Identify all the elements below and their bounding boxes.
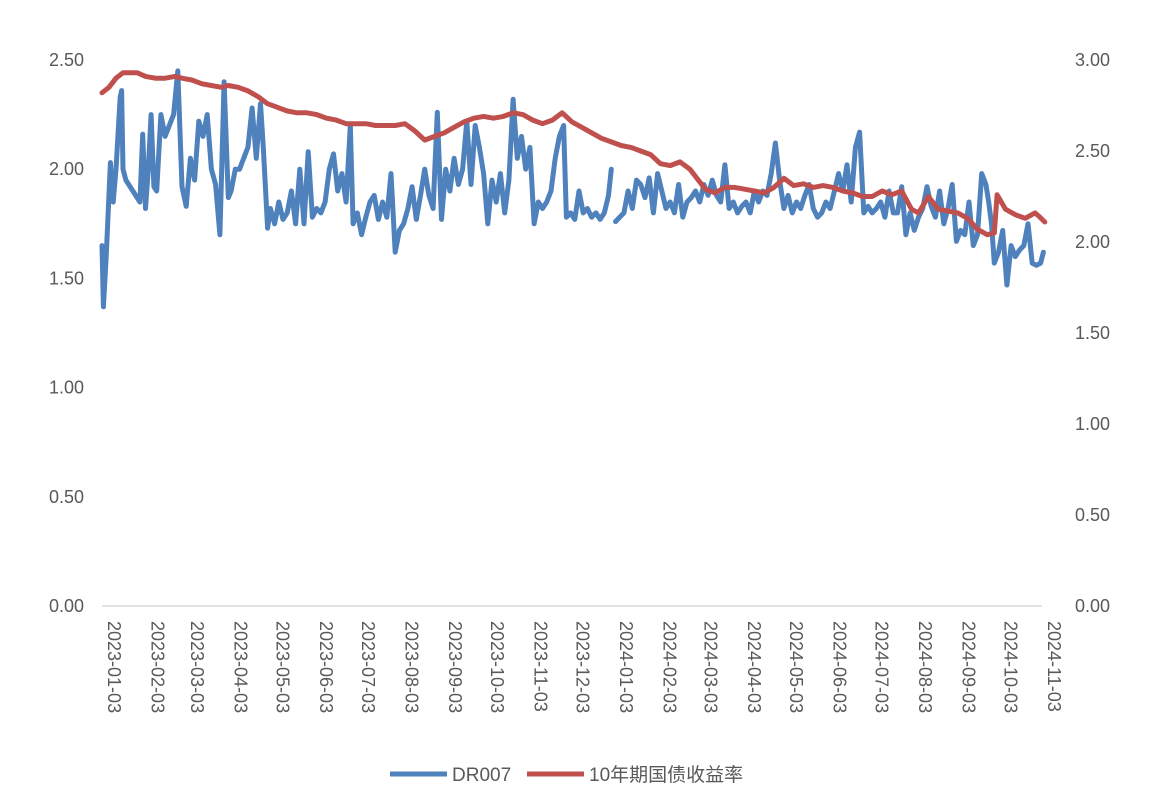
- legend-label-10y-bond: 10年期国债收益率: [589, 764, 743, 786]
- right-y-tick-label: 2.00: [1075, 232, 1110, 252]
- x-tick-label: 2024-05-03: [786, 621, 806, 713]
- x-tick-label: 2023-07-03: [358, 621, 378, 713]
- x-tick-label: 2024-11-03: [1044, 621, 1064, 712]
- right-y-tick-label: 0.50: [1075, 505, 1110, 525]
- x-tick-label: 2024-10-03: [1001, 621, 1021, 713]
- left-y-tick-label: 2.50: [49, 50, 84, 70]
- x-tick-label: 2023-03-03: [187, 621, 207, 713]
- right-y-tick-label: 1.00: [1075, 414, 1110, 434]
- x-tick-label: 2023-11-03: [531, 621, 551, 712]
- series-layer: [99, 68, 1048, 310]
- x-tick-label: 2023-08-03: [401, 621, 421, 713]
- left-y-tick-label: 0.50: [49, 487, 84, 507]
- x-tick-label: 2024-07-03: [871, 621, 891, 713]
- left-y-axis: 0.00 0.50 1.00 1.50 2.00 2.50: [49, 50, 84, 616]
- x-tick-label: 2023-06-03: [316, 621, 336, 713]
- x-tick-label: 2023-01-03: [104, 621, 124, 713]
- right-y-tick-label: 3.00: [1075, 50, 1110, 70]
- series-line-dr007: [613, 129, 1046, 288]
- x-tick-label: 2024-06-03: [829, 621, 849, 713]
- series-line-10y-bond: [99, 70, 1048, 238]
- right-y-tick-label: 1.50: [1075, 323, 1110, 343]
- x-tick-label: 2024-01-03: [616, 621, 636, 713]
- x-tick-label: 2023-04-03: [230, 621, 250, 713]
- right-y-tick-label: 2.50: [1075, 141, 1110, 161]
- x-tick-label: 2024-03-03: [700, 621, 720, 713]
- x-tick-label: 2024-04-03: [744, 621, 764, 713]
- x-tick-label: 2023-12-03: [573, 621, 593, 713]
- left-y-tick-label: 1.00: [49, 378, 84, 398]
- right-y-tick-label: 0.00: [1075, 596, 1110, 616]
- left-y-tick-label: 1.50: [49, 268, 84, 288]
- x-axis: 2023-01-03 2023-02-03 2023-03-03 2023-04-03…: [104, 621, 1064, 713]
- x-tick-label: 2024-09-03: [958, 621, 978, 713]
- right-y-axis: 0.00 0.50 1.00 1.50 2.00 2.50 3.00: [1075, 50, 1110, 616]
- legend-label-dr007: DR007: [452, 765, 511, 786]
- x-tick-label: 2023-09-03: [445, 621, 465, 713]
- left-y-tick-label: 2.00: [49, 159, 84, 179]
- x-tick-label: 2024-08-03: [915, 621, 935, 713]
- x-tick-label: 2024-02-03: [660, 621, 680, 713]
- legend: DR007 10年期国债收益率: [390, 764, 743, 786]
- x-tick-label: 2023-05-03: [272, 621, 292, 713]
- series-line-dr007: [99, 68, 614, 310]
- left-y-tick-label: 0.00: [49, 596, 84, 616]
- x-tick-label: 2023-10-03: [487, 621, 507, 713]
- x-tick-label: 2023-02-03: [147, 621, 167, 713]
